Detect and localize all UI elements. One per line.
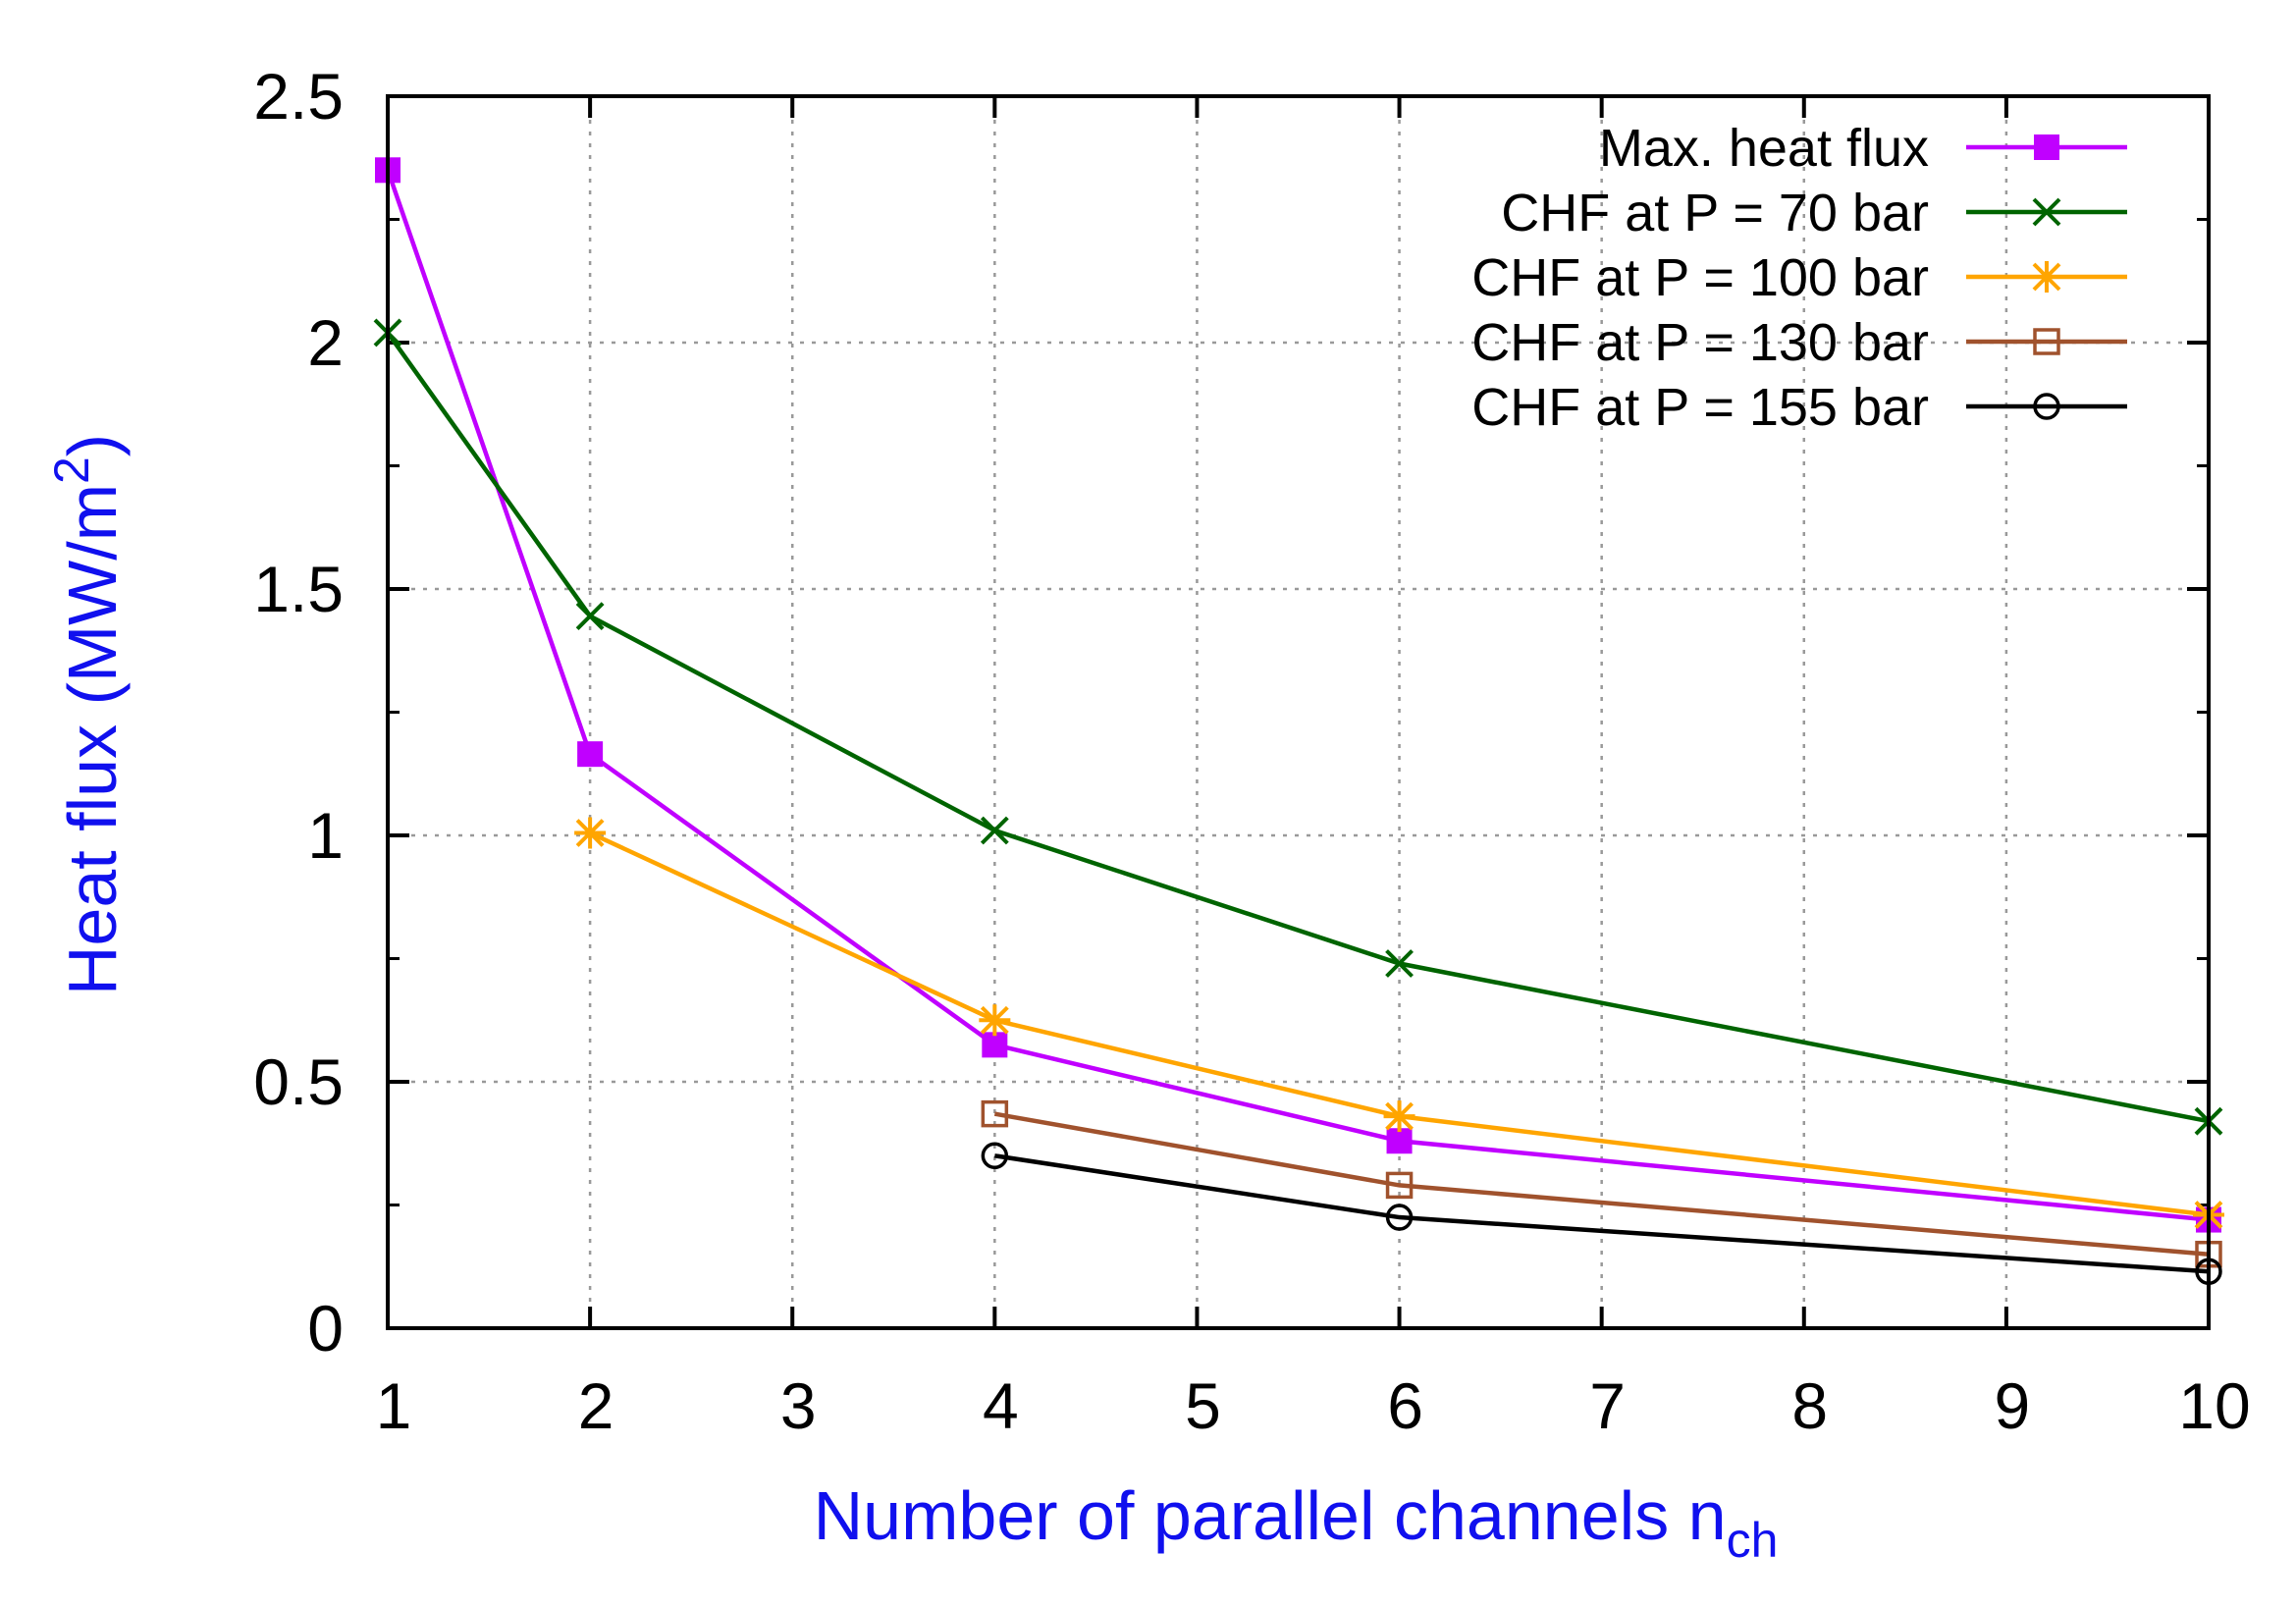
y-axis-label: Heat flux (MW/m2) [44,434,131,995]
data-point [1385,1171,1414,1200]
data-point [982,1032,1008,1058]
x-tick-label: 5 [1185,1369,1221,1442]
data-point [575,602,605,631]
series-2 [373,318,2223,1136]
legend-label: CHF at P = 155 bar [1471,378,1929,437]
legend-label: CHF at P = 70 bar [1501,184,1929,242]
series-line [589,830,2210,1217]
x-tick-label: 1 [376,1369,412,1442]
plot-frame [386,94,2211,1330]
data-point [1385,1204,1414,1231]
x-tick-label: 10 [2178,1369,2250,1442]
legend-label: CHF at P = 130 bar [1471,313,1929,372]
legend-label: Max. heat flux [1599,119,1929,178]
data-point [577,741,604,768]
series-group [373,157,2224,1286]
series-line [386,331,2210,1124]
x-tick-label: 9 [1995,1369,2031,1442]
y-tick-label: 1.5 [253,553,344,625]
x-tick-label: 2 [578,1369,614,1442]
series-line [993,1111,2210,1257]
series-1 [375,157,2221,1233]
y-tick-label: 2.5 [253,60,344,133]
data-point [2033,393,2060,420]
data-point [1385,949,1414,978]
x-axis-label: Number of parallel channels nch [814,1477,1779,1568]
data-point [2034,134,2059,160]
x-tick-label: 7 [1589,1369,1626,1442]
y-tick-label: 0 [307,1292,344,1365]
data-point [1383,1100,1415,1133]
data-point [980,816,1009,845]
x-tick-label: 8 [1791,1369,1828,1442]
legend-label: CHF at P = 100 bar [1471,248,1929,307]
series-5 [981,1142,2222,1286]
legend: Max. heat flux CHF at P = 70 bar CHF at P … [1471,119,2127,437]
y-tick-label: 0.5 [253,1045,344,1118]
data-point [981,1099,1009,1128]
x-tick-label: 4 [983,1369,1019,1442]
data-point [981,1142,1009,1170]
x-tick-label: 6 [1387,1369,1423,1442]
y-tick-label: 1 [307,799,344,872]
data-point [2031,261,2062,293]
data-point [979,1004,1011,1037]
data-point [1386,1128,1413,1154]
y-tick-label: 2 [307,306,344,379]
grid [388,96,2209,1328]
x-tick-label: 3 [780,1369,817,1442]
data-point [2033,328,2060,355]
data-point [574,817,607,849]
ticks: 1 2 3 4 5 6 7 8 9 10 0 0.5 1 1.5 2 2.5 [253,60,2250,1442]
series-line [993,1153,2210,1274]
data-point [2032,197,2061,227]
series-line [385,169,2210,1222]
